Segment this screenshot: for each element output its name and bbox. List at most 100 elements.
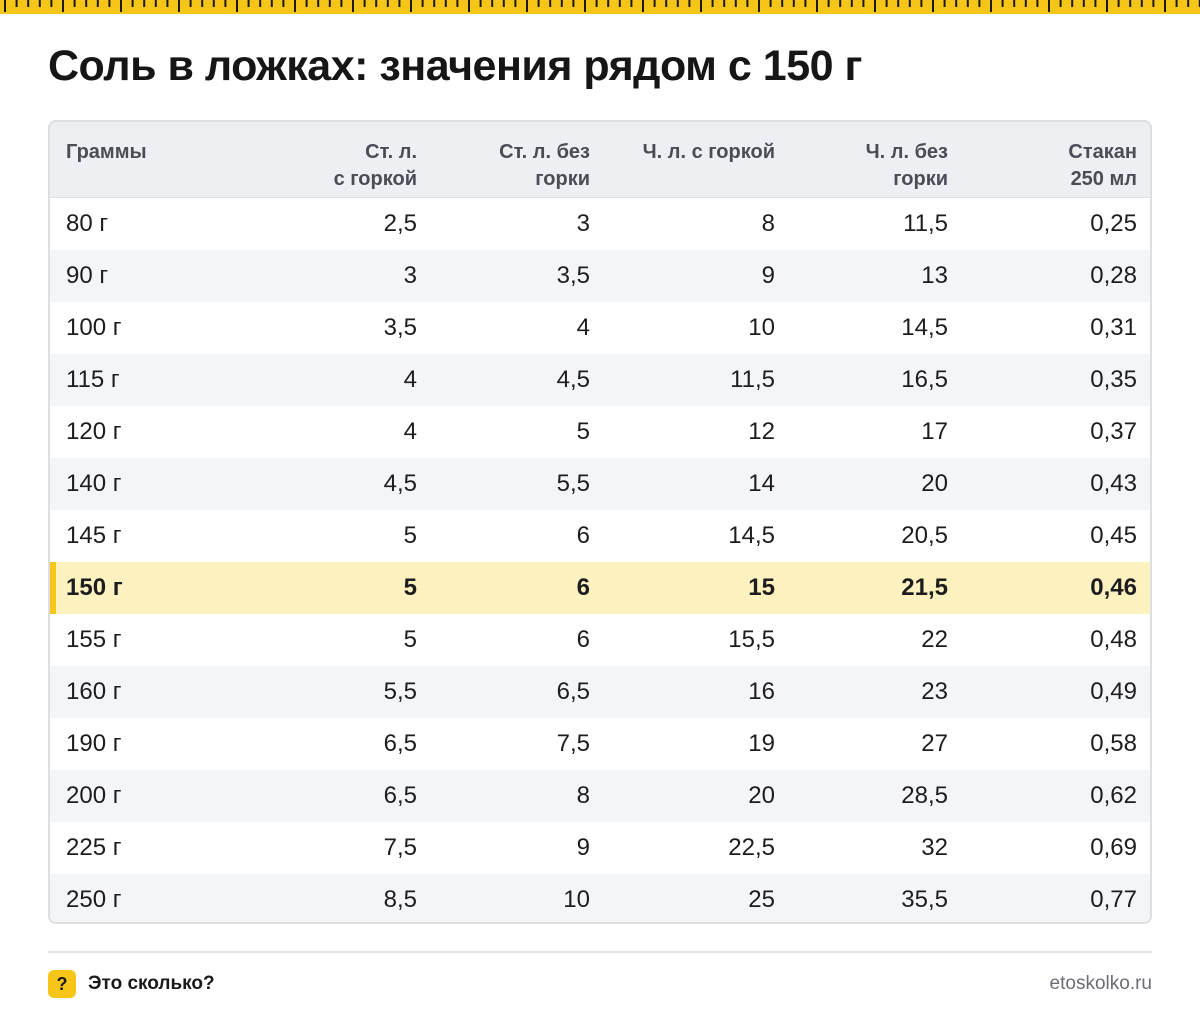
cell-grams: 115 г	[66, 366, 120, 393]
cell-tsp-heaped: 20	[748, 782, 775, 809]
ruler-tick	[792, 0, 795, 7]
cell-tsp-level: 35,5	[901, 886, 948, 913]
cell-tbsp-heaped: 3,5	[383, 314, 417, 341]
ruler-tick	[1048, 0, 1050, 12]
ruler-tick	[839, 0, 842, 7]
ruler-tick	[294, 0, 296, 12]
ruler-tick	[908, 0, 911, 7]
cell-cup-250ml: 0,37	[1090, 418, 1137, 445]
cell-cup-250ml: 0,25	[1090, 210, 1137, 237]
cell-tsp-heaped: 12	[748, 418, 775, 445]
cell-tbsp-level: 6	[576, 626, 590, 653]
ruler-tick	[212, 0, 215, 7]
ruler-tick	[758, 0, 760, 12]
table-row: 115 г 4 4,5 11,5 16,5 0,35	[50, 354, 1150, 406]
column-header-line: Стакан	[1068, 141, 1137, 163]
ruler-tick	[955, 0, 958, 7]
cell-tsp-heaped: 25	[748, 886, 775, 913]
column-header-cup-250ml: Стакан 250 мл	[948, 122, 1137, 193]
cell-cup-250ml: 0,49	[1090, 678, 1137, 705]
cell-cup-250ml: 0,46	[1090, 574, 1137, 601]
ruler-decoration	[0, 0, 1200, 14]
ruler-tick	[456, 0, 459, 7]
table-row: 225 г 7,5 9 22,5 32 0,69	[50, 822, 1150, 874]
cell-tsp-level: 23	[921, 678, 948, 705]
ruler-tick	[1198, 0, 1200, 7]
ruler-tick	[143, 0, 146, 7]
table-row: 250 г 8,5 10 25 35,5 0,77	[50, 874, 1150, 922]
cell-tsp-heaped: 14	[748, 470, 775, 497]
ruler-tick	[978, 0, 981, 7]
ruler-tick	[711, 0, 714, 7]
table-row: 120 г 4 5 12 17 0,37	[50, 406, 1150, 458]
ruler-tick	[920, 0, 923, 7]
ruler-tick	[572, 0, 575, 7]
cell-grams: 250 г	[66, 886, 122, 913]
cell-tsp-level: 17	[921, 418, 948, 445]
cell-tsp-level: 27	[921, 730, 948, 757]
cell-tbsp-heaped: 8,5	[383, 886, 417, 913]
cell-tsp-heaped: 10	[748, 314, 775, 341]
ruler-tick	[665, 0, 668, 7]
column-header-line: горки	[535, 168, 590, 190]
table-body: 80 г 2,5 3 8 11,5 0,25 90 г 3 3,5 9 13 0,28 100 г 3,5…	[50, 198, 1150, 922]
cell-tbsp-heaped: 2,5	[383, 210, 417, 237]
cell-grams: 100 г	[66, 314, 122, 341]
cell-tbsp-level: 7,5	[556, 730, 590, 757]
ruler-tick	[1187, 0, 1190, 7]
cell-grams: 150 г	[66, 574, 123, 601]
ruler-tick	[990, 0, 992, 12]
ruler-tick	[340, 0, 343, 7]
table-row: 80 г 2,5 3 8 11,5 0,25	[50, 198, 1150, 250]
ruler-tick	[1117, 0, 1120, 7]
ruler-tick	[607, 0, 610, 7]
ruler-tick	[862, 0, 865, 7]
cell-cup-250ml: 0,35	[1090, 366, 1137, 393]
ruler-tick	[630, 0, 633, 7]
ruler-tick	[444, 0, 447, 7]
column-header-line: 250 мл	[1070, 168, 1137, 190]
cell-cup-250ml: 0,69	[1090, 834, 1137, 861]
ruler-tick	[653, 0, 656, 7]
cell-tbsp-level: 9	[576, 834, 590, 861]
site-url[interactable]: etoskolko.ru	[1049, 973, 1152, 994]
cell-tbsp-level: 8	[576, 782, 590, 809]
cell-grams: 190 г	[66, 730, 122, 757]
ruler-tick	[433, 0, 436, 7]
table-row: 140 г 4,5 5,5 14 20 0,43	[50, 458, 1150, 510]
ruler-tick	[62, 0, 64, 12]
table-header: Граммы Ст. л. с горкой Ст. л. без горки Ч. л.…	[50, 122, 1150, 198]
ruler-tick	[618, 0, 621, 7]
footer-brand: ? Это сколько?	[48, 970, 215, 998]
cell-tbsp-level: 6	[576, 574, 590, 601]
ruler-tick	[734, 0, 737, 7]
cell-grams: 140 г	[66, 470, 122, 497]
ruler-tick	[108, 0, 111, 7]
cell-tbsp-heaped: 5	[403, 626, 417, 653]
cell-tsp-heaped: 9	[761, 262, 775, 289]
cell-tbsp-heaped: 5,5	[383, 678, 417, 705]
cell-tbsp-heaped: 5	[403, 522, 417, 549]
ruler-tick	[827, 0, 830, 7]
column-header-tbsp-level: Ст. л. без горки	[417, 122, 590, 193]
cell-tsp-level: 28,5	[901, 782, 948, 809]
cell-tsp-level: 13	[921, 262, 948, 289]
column-header-line: горки	[893, 168, 948, 190]
ruler-tick	[1059, 0, 1062, 7]
cell-tsp-heaped: 8	[761, 210, 775, 237]
cell-tsp-heaped: 11,5	[730, 366, 775, 393]
cell-grams: 80 г	[66, 210, 109, 237]
ruler-tick	[38, 0, 41, 7]
page-title: Соль в ложках: значения рядом с 150 г	[48, 42, 862, 90]
cell-tbsp-level: 4,5	[556, 366, 590, 393]
cell-cup-250ml: 0,28	[1090, 262, 1137, 289]
highlight-marker	[50, 562, 56, 614]
cell-grams: 155 г	[66, 626, 122, 653]
column-header-line: Ст. л.	[365, 141, 417, 163]
ruler-tick	[746, 0, 749, 7]
ruler-tick	[1082, 0, 1085, 7]
cell-tbsp-level: 3,5	[556, 262, 590, 289]
table-row: 190 г 6,5 7,5 19 27 0,58	[50, 718, 1150, 770]
ruler-tick	[201, 0, 204, 7]
ruler-tick	[1094, 0, 1097, 7]
